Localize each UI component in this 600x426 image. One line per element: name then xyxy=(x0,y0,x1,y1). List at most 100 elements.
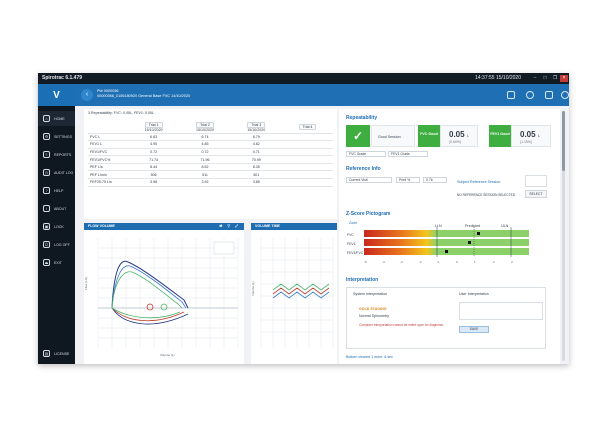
sidebar-item-audit-log[interactable]: ◷ AUDIT LOG xyxy=(38,165,75,180)
trial-results-pane: 3 Repeatability: FVC: 0.05L, FEV1: 0.05L… xyxy=(84,109,337,219)
sidebar-item-exit[interactable]: ⏏ EXIT xyxy=(38,255,75,270)
table-row: FVC L 6.83 6.74 6.79 xyxy=(88,133,333,142)
current-visit: Current Visit xyxy=(346,177,392,183)
table-header-cell[interactable]: Trial 2 15/10/2020 xyxy=(179,121,231,134)
table-header-cell[interactable]: Trial 1 15/10/2020 xyxy=(128,121,180,134)
sidebar-item-label: LOCK xyxy=(54,224,64,229)
restore-icon[interactable]: ❐ xyxy=(552,75,558,81)
zscore-tick: -2 xyxy=(419,260,422,264)
scrollbar-thumb[interactable] xyxy=(562,111,565,171)
predicted-label: Predicted xyxy=(465,224,481,228)
zscore-bar-fev1 xyxy=(364,239,529,246)
user-interpretation-tab[interactable]: User Interpretation xyxy=(459,292,489,296)
cell xyxy=(281,133,333,142)
sidebar-item-reports[interactable]: ≡ REPORTS xyxy=(38,147,75,162)
zscore-tick: 3 xyxy=(511,260,513,264)
fvc-value: 0.05 xyxy=(449,130,465,139)
cell: 71.74 xyxy=(128,155,180,164)
panel-header: FLOW VOLUME ⇄ ▽ ⤢ xyxy=(84,223,244,230)
maximize-icon[interactable]: □ xyxy=(543,75,547,81)
row-label: PEF L/min xyxy=(88,170,128,180)
table-row: FEF25-75 L/s 3.98 3.92 3.85 xyxy=(88,178,333,187)
repeatability-title: Repeatability xyxy=(346,115,378,121)
table-header-cell[interactable]: Trial 3 15/10/2020 xyxy=(230,121,282,134)
zscore-bar-fvc xyxy=(364,230,529,237)
cell: 4.90 xyxy=(128,140,180,149)
zoom-control[interactable] xyxy=(213,241,235,255)
y-axis-label: Volume (L) xyxy=(251,281,255,296)
fvc-badge: FVC Good xyxy=(418,125,440,147)
fev1-value: 0.05 xyxy=(520,130,536,139)
sidebar-item-label: HOME xyxy=(54,116,65,121)
trial-table: Trial 1 15/10/2020 Trial 2 15/10/2020 Tria… xyxy=(88,121,333,187)
cell: 8.52 xyxy=(179,163,231,172)
fvc-grade-select[interactable]: FVC Grade xyxy=(346,151,386,157)
zscore-tick: 0 xyxy=(456,260,458,264)
sidebar-item-home[interactable]: ⌂ HOME xyxy=(38,111,75,126)
sidebar-item-help[interactable]: ? HELP xyxy=(38,183,75,198)
row-label: FEV1/FVC% xyxy=(88,155,128,164)
zscore-row-label: FEV1/FVC xyxy=(347,251,364,255)
save-interpretation-button[interactable]: SAVE xyxy=(459,326,489,333)
cell: 8.44 xyxy=(128,163,180,172)
cell: 506 xyxy=(128,170,180,180)
export-icon[interactable] xyxy=(507,91,515,99)
sidebar-item-lock[interactable]: ▣ LOCK xyxy=(38,219,75,234)
cell xyxy=(281,170,333,180)
print-icon[interactable] xyxy=(545,91,553,99)
interpretation-box: System Interpretation User Interpretatio… xyxy=(346,287,546,349)
sidebar-item-label: LICENSE xyxy=(54,351,70,356)
uln-label: ULN xyxy=(501,224,509,228)
predicted-marker-icon xyxy=(146,303,154,311)
clock-icon: ◷ xyxy=(43,169,50,176)
cell: 0.72 xyxy=(179,148,231,157)
fvc-pct: (0.60%) xyxy=(449,140,461,144)
zscore-zone-head: Zone xyxy=(349,221,358,225)
info-icon: i xyxy=(43,205,50,212)
refresh-icon[interactable] xyxy=(526,91,534,99)
sidebar-item-settings[interactable]: ⚙ SETTINGS xyxy=(38,129,75,144)
panel-tools-icon[interactable]: ⇄ ▽ ⤢ xyxy=(219,224,240,228)
select-reference-button[interactable]: SELECT xyxy=(525,190,547,198)
sidebar-item-license[interactable]: ▤ LICENSE xyxy=(38,346,75,361)
exit-icon: ⏏ xyxy=(43,259,50,266)
row-label: FEV1/FVC xyxy=(88,148,128,157)
patient-session: 00000366_0156180920 General Base FVC 14/… xyxy=(97,94,191,98)
sidebar-item-log-off[interactable]: ⏻ LOG OFF xyxy=(38,237,75,252)
session-status-label: Good Session xyxy=(378,135,401,139)
back-button[interactable]: ‹ xyxy=(81,89,93,101)
cell: 3.98 xyxy=(128,178,180,187)
reference-thumbnail xyxy=(525,175,547,187)
license-icon: ▤ xyxy=(43,350,50,357)
minimize-icon[interactable]: – xyxy=(533,75,537,81)
interpretation-title: Interpretation xyxy=(346,277,379,283)
cell: 71.96 xyxy=(179,155,231,164)
volume-time-panel: VOLUME TIME Volume (L) xyxy=(251,223,337,364)
sidebar-item-about[interactable]: i ABOUT xyxy=(38,201,75,216)
row-label: FEF25-75 L/s xyxy=(88,178,128,187)
table-header-cell[interactable]: Trial 4 xyxy=(281,121,333,134)
trial-chip[interactable]: Trial 4 xyxy=(298,123,317,130)
panel-title: VOLUME TIME xyxy=(255,224,280,228)
zscore-row-label: FVC xyxy=(347,233,354,237)
sidebar-item-label: EXIT xyxy=(54,260,62,265)
cell: 501 xyxy=(230,170,282,180)
table-header: Trial 1 15/10/2020 Trial 2 15/10/2020 Tria… xyxy=(88,121,333,134)
table-row: FEV1/FVC 0.72 0.72 0.71 xyxy=(88,148,333,157)
user-interpretation-input[interactable] xyxy=(459,302,543,320)
app-window: Spirotrac 6.1.479 14:37:55 15/10/2020 – … xyxy=(38,73,569,364)
system-interpretation-tab[interactable]: System Interpretation xyxy=(353,292,388,296)
best-marker-icon xyxy=(160,303,168,311)
fvc-zscore-marker-icon xyxy=(477,232,480,235)
x-axis-label: Volume (L) xyxy=(160,353,175,357)
flow-volume-chart: Flow (L/s) Volume (L) xyxy=(84,238,239,357)
clock: 14:37:55 15/10/2020 xyxy=(475,75,521,81)
sidebar-item-label: HELP xyxy=(54,188,64,193)
fev1-grade-select[interactable]: FEV1 Grade xyxy=(388,151,428,157)
sidebar-item-label: AUDIT LOG xyxy=(54,170,74,175)
settings-icon[interactable] xyxy=(561,91,569,99)
title-bar: Spirotrac 6.1.479 14:37:55 15/10/2020 – … xyxy=(38,73,569,84)
right-scrollbar[interactable] xyxy=(562,111,565,361)
fev1-pct: (1.15%) xyxy=(520,140,532,144)
close-icon[interactable]: × xyxy=(560,75,568,82)
